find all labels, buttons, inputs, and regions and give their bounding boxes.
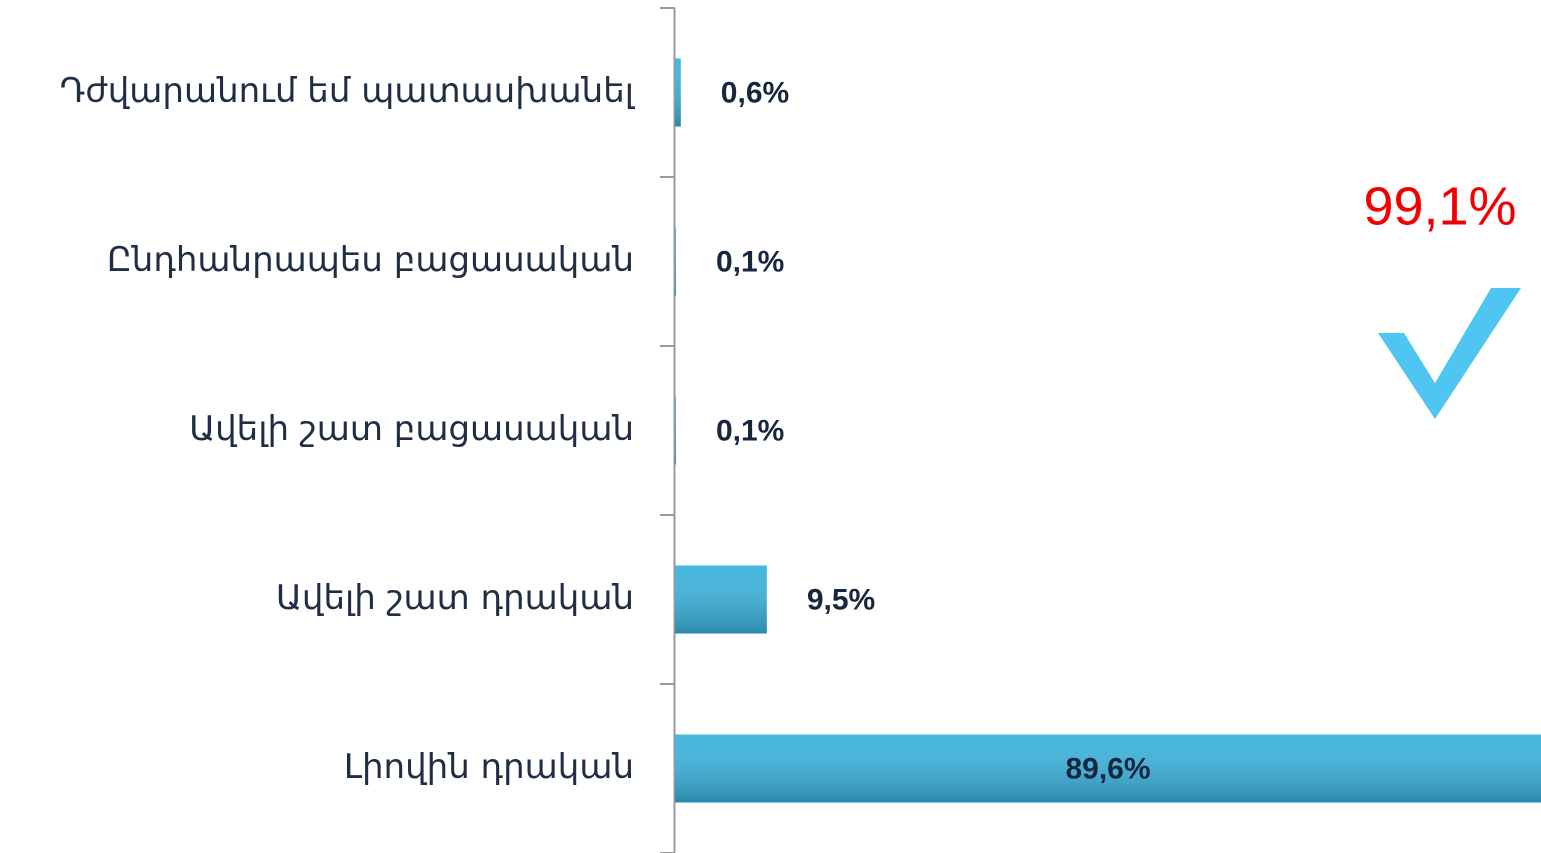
value-label: 89,6% — [1065, 752, 1150, 785]
bar-shade — [675, 734, 1541, 803]
bar-shade — [675, 227, 676, 296]
bar-shade — [675, 58, 681, 127]
bar-shade — [675, 565, 767, 634]
value-label: 0,1% — [716, 245, 784, 278]
value-label: 9,5% — [807, 583, 875, 616]
category-label: Ավելի շատ դրական — [276, 578, 634, 618]
checkmark-icon — [1378, 288, 1521, 419]
category-label: Ընդհանրապես բացասական — [107, 240, 634, 280]
category-label: Ավելի շատ բացասական — [189, 409, 634, 449]
category-label: Լիովին դրական — [344, 747, 634, 787]
category-label: Դժվարանում եմ պատասխանել — [60, 71, 636, 111]
value-label: 0,6% — [721, 76, 789, 109]
bar-shade — [675, 396, 676, 465]
annotation: 99,1% — [1363, 176, 1516, 236]
value-label: 0,1% — [716, 414, 784, 447]
